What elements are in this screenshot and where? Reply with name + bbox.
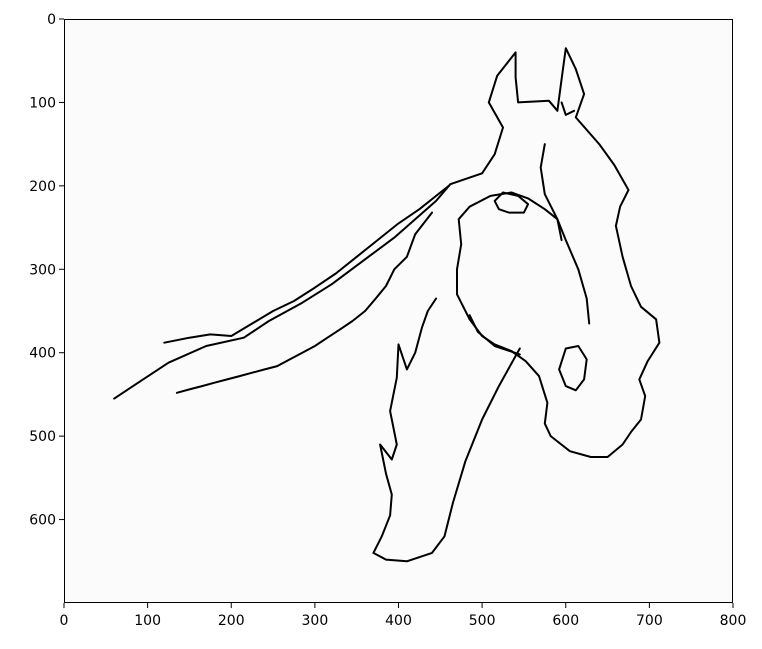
y-tick-label: 200 — [29, 179, 56, 195]
y-tick-label: 500 — [29, 429, 56, 445]
y-axis: 0 100 200 300 400 500 600 — [29, 12, 64, 529]
x-tick-label: 400 — [385, 613, 412, 629]
image-background — [64, 19, 733, 603]
x-axis: 0 100 200 300 400 500 600 700 800 — [60, 603, 747, 629]
sketch-stroke-3 — [493, 191, 530, 214]
sketch-stroke-5 — [468, 314, 521, 356]
sketch-stroke-9 — [560, 101, 576, 116]
y-tick-label: 0 — [47, 12, 56, 28]
y-tick-label: 300 — [29, 262, 56, 278]
x-tick-label: 500 — [469, 613, 496, 629]
axes-frame — [64, 19, 733, 603]
x-tick-label: 300 — [302, 613, 329, 629]
sketch-stroke-6 — [163, 184, 450, 344]
sketch-stroke-8 — [539, 143, 563, 242]
y-tick-label: 600 — [29, 513, 56, 529]
sketch-stroke-7 — [175, 211, 433, 394]
x-tick-label: 200 — [218, 613, 245, 629]
x-tick-label: 700 — [636, 613, 663, 629]
plot-area — [64, 19, 733, 603]
horse-sketch — [113, 47, 661, 563]
x-tick-label: 0 — [60, 613, 69, 629]
sketch-stroke-4 — [372, 297, 521, 563]
y-tick-label: 400 — [29, 346, 56, 362]
x-tick-label: 800 — [720, 613, 747, 629]
y-tick-label: 100 — [29, 95, 56, 111]
sketch-stroke-1 — [113, 47, 661, 458]
sketch-stroke-2 — [558, 345, 588, 392]
x-tick-label: 100 — [134, 613, 161, 629]
x-tick-label: 600 — [552, 613, 579, 629]
